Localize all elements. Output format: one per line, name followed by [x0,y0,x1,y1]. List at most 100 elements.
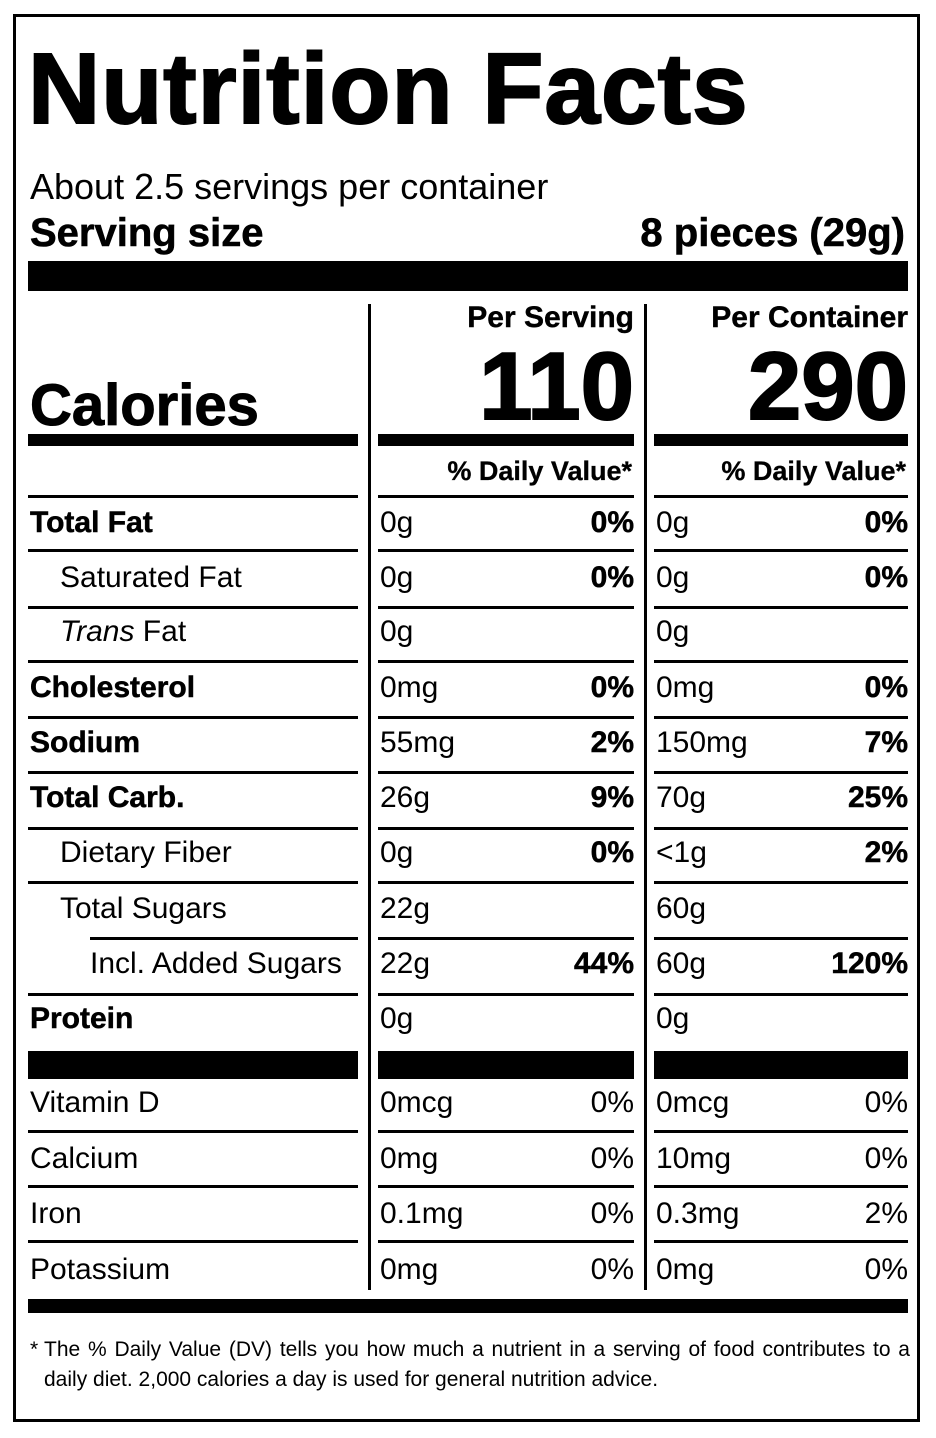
serving-amount: 0mcg [380,1086,454,1119]
nutrient-name: Cholesterol [30,671,196,704]
serving-amount: 26g [380,781,431,814]
row-divider [654,549,908,552]
container-amount: 0mg [656,1253,715,1286]
container-daily-value: 0% [864,1142,908,1175]
per-serving-header: Per Serving [467,301,634,334]
row-divider [90,937,358,940]
row-divider [654,771,908,774]
serving-amount: 0.1mg [380,1197,464,1230]
dv-header-serving: % Daily Value* [447,456,632,486]
serving-amount: 0g [380,506,414,539]
row-divider [378,827,634,830]
row-divider [28,881,358,884]
calories-bar-3 [654,434,908,446]
row-divider [654,1130,908,1133]
calories-bar-2 [378,434,634,446]
dv-header-container: % Daily Value* [721,456,906,486]
row-divider [28,716,358,719]
serving-daily-value: 9% [590,781,634,814]
serving-amount: 0g [380,561,414,594]
serving-amount: 22g [380,892,431,925]
row-divider [378,549,634,552]
row-divider [28,660,358,663]
vitamin-bar-3 [654,1051,908,1079]
row-divider [378,881,634,884]
container-daily-value: 25% [847,781,909,814]
row-divider [378,660,634,663]
row-divider [28,1130,358,1133]
dv-header-divider [28,495,358,498]
container-amount: 0g [656,561,690,594]
vitamin-bar-1 [28,1051,358,1079]
container-amount: <1g [656,836,707,869]
container-daily-value: 120% [831,947,908,980]
container-daily-value: 0% [864,561,908,594]
nutrient-name-italic: Trans [60,615,135,648]
serving-daily-value: 0% [590,561,634,594]
row-divider [28,606,358,609]
label-title: Nutrition Facts [27,33,749,145]
container-amount: 70g [656,781,707,814]
row-divider [28,1240,358,1243]
row-divider [378,937,634,940]
calories-per-container: 290 [747,333,909,440]
row-divider [654,660,908,663]
container-amount: 0g [656,615,690,648]
nutrient-name: Trans Fat [60,617,186,647]
container-daily-value: 0% [864,671,908,704]
serving-size-label: Serving size [30,211,264,255]
top-thick-bar [28,261,908,291]
nutrient-name: Dietary Fiber [60,836,232,869]
nutrient-name: Protein [30,1002,134,1035]
serving-daily-value: 0% [590,506,634,539]
vitamin-bar-2 [378,1051,634,1079]
calories-bar-1 [28,434,358,446]
row-divider [28,827,358,830]
calories-label: Calories [30,373,260,438]
row-divider [28,1185,358,1188]
row-divider [28,771,358,774]
dv-header-divider [378,495,634,498]
serving-size-value: 8 pieces (29g) [640,211,905,255]
container-daily-value: 0% [864,1086,908,1119]
container-amount: 0mg [656,671,715,704]
serving-daily-value: 0% [590,1142,634,1175]
serving-amount: 0g [380,615,414,648]
footnote: * The % Daily Value (DV) tells you how m… [30,1335,910,1395]
nutrient-name: Saturated Fat [60,561,242,594]
calories-per-serving: 110 [478,333,635,440]
dv-header-divider [654,495,908,498]
serving-amount: 0g [380,1002,414,1035]
container-amount: 60g [656,947,707,980]
serving-daily-value: 0% [590,1197,634,1230]
container-amount: 10mg [656,1142,732,1175]
row-divider [378,1240,634,1243]
container-amount: 0.3mg [656,1197,740,1230]
container-amount: 60g [656,892,707,925]
container-amount: 0g [656,1002,690,1035]
nutrient-name: Iron [30,1197,82,1230]
nutrient-name: Calcium [30,1142,139,1175]
servings-per-container: About 2.5 servings per container [30,166,549,207]
serving-daily-value: 0% [590,1086,634,1119]
row-divider [654,937,908,940]
nutrient-name-rest: Fat [134,615,187,648]
serving-daily-value: 0% [590,836,634,869]
container-amount: 150mg [656,726,748,759]
row-divider [654,606,908,609]
nutrient-name: Incl. Added Sugars [90,947,342,980]
bottom-thick-bar [28,1299,908,1313]
row-divider [654,881,908,884]
nutrient-name: Total Carb. [30,781,185,814]
serving-amount: 0mg [380,1142,439,1175]
row-divider [28,993,358,996]
row-divider [378,771,634,774]
container-daily-value: 0% [864,506,908,539]
serving-amount: 0mg [380,671,439,704]
serving-amount: 22g [380,947,431,980]
column-divider-2 [644,304,647,1290]
serving-amount: 0mg [380,1253,439,1286]
row-divider [654,993,908,996]
footnote-marker: * [30,1338,39,1361]
per-container-header: Per Container [711,301,908,334]
